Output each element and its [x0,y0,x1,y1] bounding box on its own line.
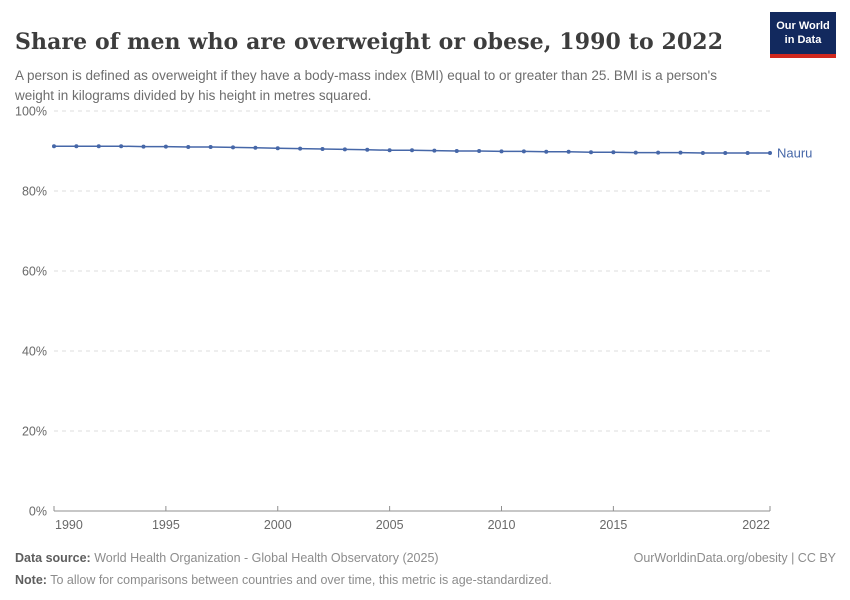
x-axis-label-2010: 2010 [488,518,516,532]
data-point-nauru-1997[interactable] [208,145,213,149]
data-point-nauru-1994[interactable] [141,144,146,149]
note-text: To allow for comparisons between countri… [46,573,552,587]
data-point-nauru-1998[interactable] [231,145,235,150]
data-point-nauru-1990[interactable] [52,144,56,149]
y-axis-label-20: 20% [22,425,47,439]
data-point-nauru-2009[interactable] [477,149,482,153]
data-point-nauru-2013[interactable] [566,149,571,154]
x-axis-label-1995: 1995 [152,518,180,532]
owid-logo-box: Our World in Data [770,12,836,54]
data-point-nauru-2001[interactable] [298,146,303,151]
data-point-nauru-2021[interactable] [745,151,750,155]
data-point-nauru-1993[interactable] [119,144,124,149]
data-point-nauru-2008[interactable] [454,149,459,153]
note-line: Note: To allow for comparisons between c… [15,569,836,591]
data-point-nauru-1996[interactable] [186,145,191,149]
data-source-line: Data source: World Health Organization -… [15,547,836,569]
note-label: Note: [15,573,47,587]
y-axis-label-0: 0% [29,505,47,519]
data-point-nauru-2007[interactable] [432,148,437,153]
data-point-nauru-1999[interactable] [253,145,258,150]
data-point-nauru-2019[interactable] [700,151,705,155]
x-axis-label-2015: 2015 [599,518,627,532]
data-point-nauru-2016[interactable] [633,150,638,155]
owid-logo[interactable]: Our World in Data [770,12,836,58]
data-point-nauru-2003[interactable] [342,147,347,152]
y-axis-label-60: 60% [22,265,47,279]
chart-area: 0% 20% 40% 60% 80% 100% 1990 1995 2000 2005 2010 20… [0,95,850,540]
data-point-nauru-1991[interactable] [74,144,79,149]
data-point-nauru-2022[interactable] [768,151,772,155]
line-chart-svg: 0% 20% 40% 60% 80% 100% 1990 1995 2000 2005 2010 20… [15,105,812,533]
data-source-text: World Health Organization - Global Healt… [90,551,439,565]
data-point-nauru-2017[interactable] [656,150,661,155]
data-source-label: Data source: [15,551,91,565]
chart-footer: Data source: World Health Organization -… [15,547,836,591]
entity-label-nauru[interactable]: Nauru [777,146,812,161]
x-axis-label-2000: 2000 [264,518,292,532]
data-point-nauru-2020[interactable] [723,151,728,155]
data-point-nauru-2002[interactable] [320,147,325,151]
owid-logo-line2: in Data [784,34,822,47]
page-title: Share of men who are overweight or obese… [15,28,724,55]
owid-url-link[interactable]: OurWorldinData.org/obesity | CC BY [633,551,836,565]
y-axis-label-100: 100% [15,105,47,119]
data-point-nauru-1992[interactable] [96,144,101,149]
x-axis-label-2005: 2005 [376,518,404,532]
data-point-nauru-2004[interactable] [365,147,370,152]
x-axis-label-1990: 1990 [55,518,83,532]
data-point-nauru-2010[interactable] [499,149,504,154]
data-point-nauru-2006[interactable] [410,148,414,153]
owid-logo-red-bar [770,53,836,58]
y-axis-label-40: 40% [22,345,47,359]
data-point-nauru-2005[interactable] [387,148,392,153]
page-subtitle: A person is defined as overweight if the… [15,67,717,103]
data-point-nauru-2000[interactable] [275,146,280,151]
data-point-nauru-1995[interactable] [163,144,168,149]
y-axis-label-80: 80% [22,185,47,199]
x-axis-label-2022: 2022 [742,518,770,532]
data-point-nauru-2015[interactable] [611,150,616,155]
owid-logo-line1: Our World [776,20,830,32]
data-point-nauru-2014[interactable] [589,150,593,155]
data-point-nauru-2011[interactable] [521,149,526,154]
data-point-nauru-2018[interactable] [678,150,683,155]
data-point-nauru-2012[interactable] [544,149,549,154]
